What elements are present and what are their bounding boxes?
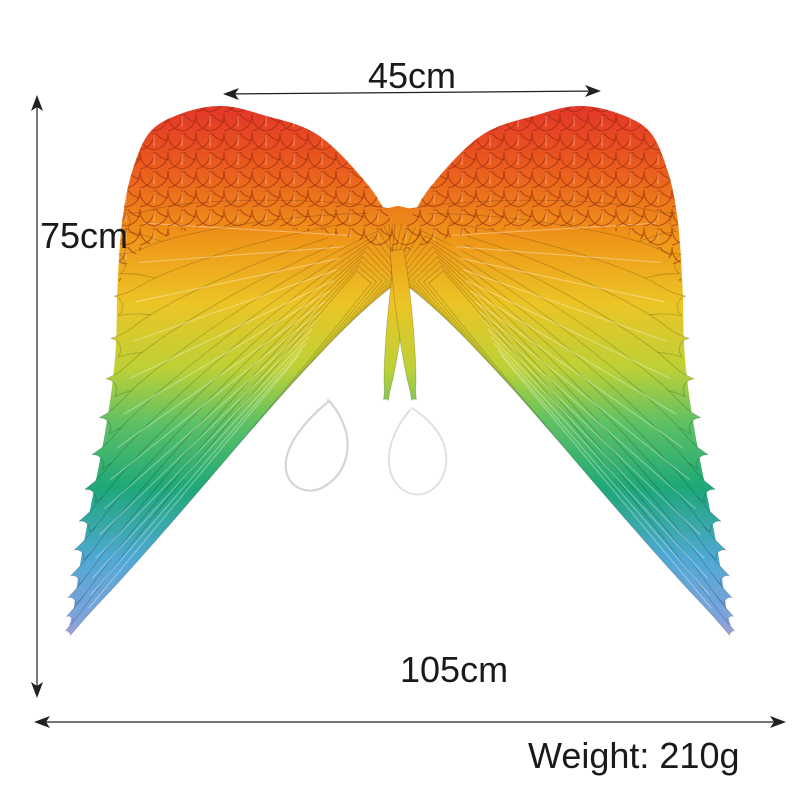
svg-text:Weight: 210g: Weight: 210g [528, 735, 739, 776]
svg-text:45cm: 45cm [368, 55, 456, 96]
svg-text:75cm: 75cm [40, 215, 128, 256]
svg-text:105cm: 105cm [400, 649, 508, 690]
